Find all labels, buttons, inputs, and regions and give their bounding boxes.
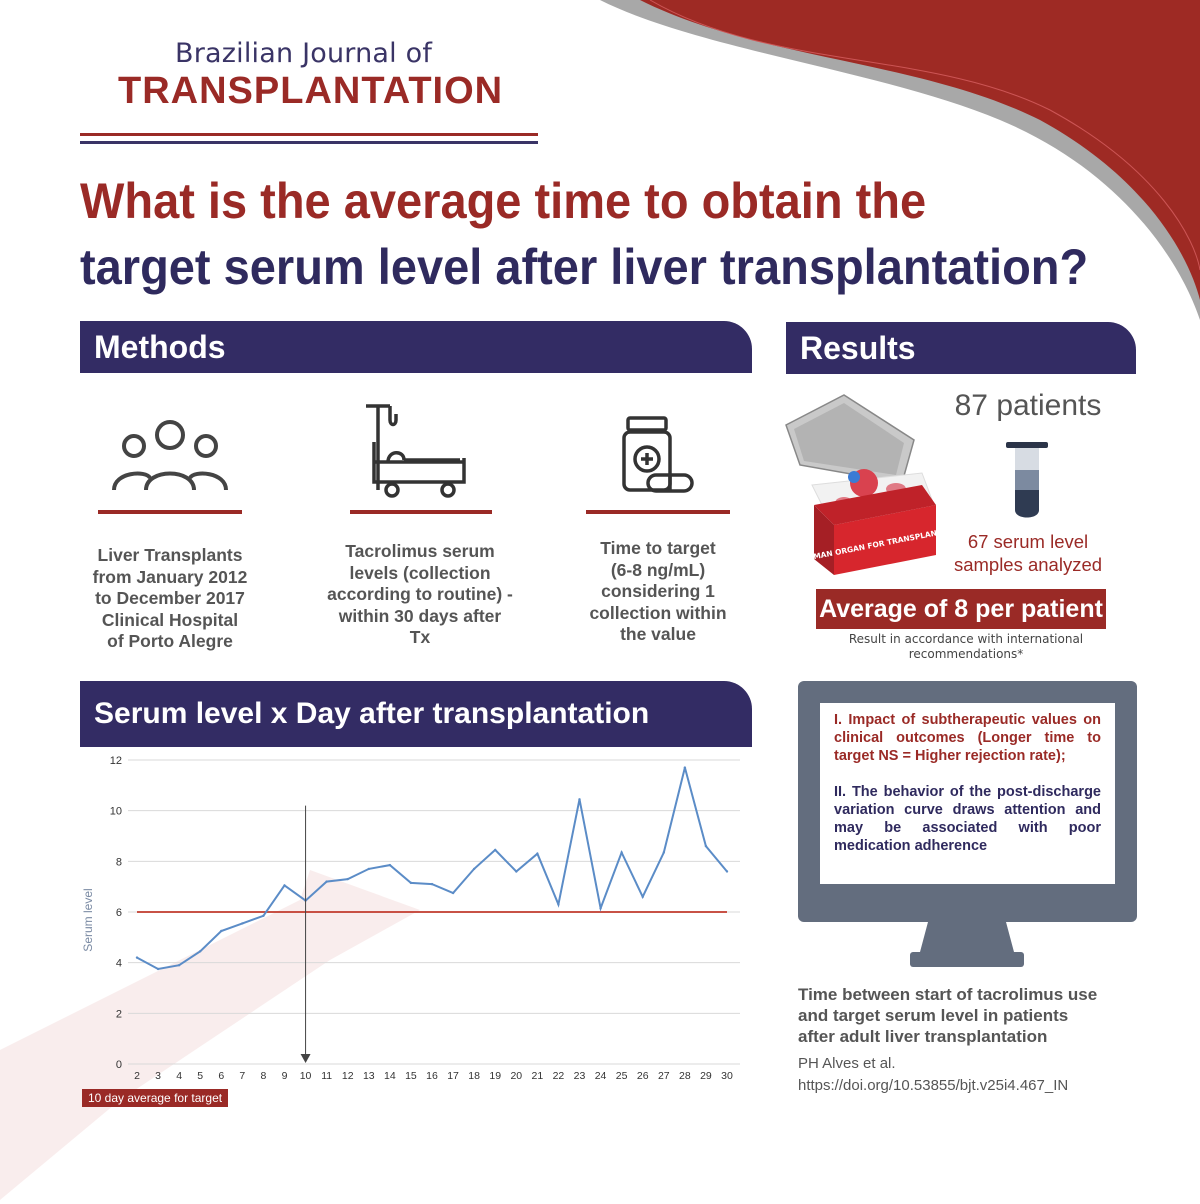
- results-banner: Results: [786, 322, 1136, 374]
- monitor-point-2: II. The behavior of the post-discharge v…: [834, 784, 1101, 854]
- method-divider-2: [350, 510, 492, 514]
- monitor-stand: [910, 922, 1024, 967]
- target-day-label: 10 day average for target: [82, 1089, 229, 1107]
- citation-authors: PH Alves et al.: [798, 1055, 896, 1072]
- journal-name-main: TRANSPLANTATION: [118, 70, 504, 112]
- citation-doi-link[interactable]: https://doi.org/10.53855/bjt.v25i4.467_I…: [798, 1077, 1069, 1094]
- citation-title: Time between start of tacrolimus use and…: [798, 984, 1178, 1047]
- people-group-icon: [112, 420, 228, 491]
- citation-title-line: Time between start of tacrolimus use: [798, 985, 1098, 1004]
- samples-analyzed: 67 serum level samples analyzed: [935, 530, 1121, 576]
- method-3-line: Time to target: [600, 538, 716, 558]
- method-1-line: to December 2017: [95, 588, 245, 608]
- method-2-line: Tx: [409, 627, 431, 647]
- patients-count: 87 patients: [954, 389, 1102, 422]
- journal-name-top: Brazilian Journal of: [175, 38, 433, 69]
- organ-cooler-icon: HUMAN ORGAN FOR TRANSPLANT: [785, 394, 944, 575]
- methods-title: Methods: [94, 329, 226, 365]
- method-1-line: Liver Transplants: [97, 545, 243, 565]
- question-line-2: target serum level after liver transplan…: [80, 239, 1089, 295]
- method-divider-3: [586, 510, 730, 514]
- methods-banner: Methods: [80, 321, 752, 373]
- citation-title-line: and target serum level in patients: [798, 1006, 1069, 1025]
- method-divider-1: [98, 510, 242, 514]
- method-3-line: (6-8 ng/mL): [610, 559, 706, 580]
- results-title: Results: [800, 330, 916, 366]
- header-rule-navy: [80, 141, 538, 144]
- samples-line: samples analyzed: [953, 554, 1103, 575]
- method-2-line: levels (collection: [349, 562, 491, 583]
- chart-banner: Serum level x Day after transplantation: [80, 681, 752, 747]
- note-line: recommendations*: [908, 647, 1024, 661]
- test-tube-icon: [1006, 442, 1048, 518]
- medicine-bottle-pills-icon: [622, 416, 694, 493]
- monitor-screen: I. Impact of subtherapeutic values on cl…: [820, 703, 1115, 884]
- method-3-line: collection within: [589, 602, 727, 623]
- method-text-1: Liver Transplants from January 2012 to D…: [70, 545, 270, 653]
- recommendation-note: Result in accordance with international …: [836, 632, 1096, 662]
- method-3-line: considering 1: [601, 581, 715, 601]
- method-2-line: Tacrolimus serum: [345, 541, 495, 561]
- chart-section-title: Serum level x Day after transplantation: [94, 697, 650, 730]
- method-text-2: Tacrolimus serum levels (collection acco…: [305, 541, 535, 649]
- question-line-1: What is the average time to obtain the: [80, 173, 927, 229]
- hospital-bed-iv-icon: [366, 404, 466, 498]
- header-rule-red: [80, 133, 538, 136]
- method-2-line: within 30 days after: [338, 605, 502, 626]
- method-1-line: of Porto Alegre: [107, 631, 233, 651]
- method-text-3: Time to target (6-8 ng/mL) considering 1…: [565, 538, 751, 646]
- citation-title-line: after adult liver transplantation: [798, 1027, 1048, 1046]
- average-badge: Average of 8 per patient: [816, 589, 1106, 629]
- method-3-line: the value: [620, 624, 696, 644]
- method-2-line: according to routine) -: [327, 584, 513, 604]
- note-line: Result in accordance with international: [848, 632, 1084, 646]
- method-1-line: from January 2012: [92, 566, 248, 587]
- monitor-point-1: I. Impact of subtherapeutic values on cl…: [834, 712, 1101, 764]
- samples-line: 67 serum level: [967, 531, 1089, 552]
- method-1-line: Clinical Hospital: [101, 609, 239, 630]
